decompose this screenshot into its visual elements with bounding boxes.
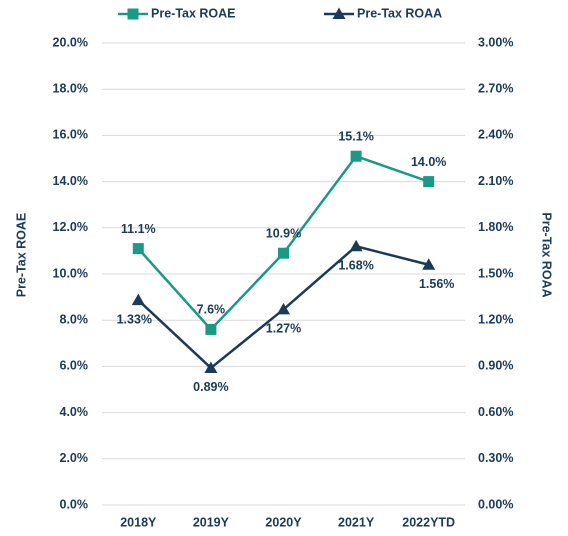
data-label: 0.89%	[193, 380, 228, 394]
marker	[423, 176, 435, 188]
y-tick-label: 4.0%	[60, 405, 89, 419]
marker	[332, 7, 346, 19]
data-label: 15.1%	[338, 129, 373, 143]
marker	[350, 150, 362, 162]
y2-tick-label: 2.10%	[478, 174, 513, 188]
y2-tick-label: 2.70%	[478, 81, 513, 95]
y-tick-label: 10.0%	[53, 266, 88, 280]
marker	[422, 258, 436, 270]
y2-tick-label: 1.50%	[478, 266, 513, 280]
marker	[349, 239, 363, 252]
data-label: 7.6%	[197, 303, 226, 317]
y2-tick-label: 1.80%	[478, 220, 513, 234]
marker	[204, 361, 218, 373]
y-tick-label: 6.0%	[60, 359, 89, 373]
y-tick-label: 18.0%	[53, 81, 88, 95]
y-tick-label: 2.0%	[60, 451, 89, 465]
data-label: 10.9%	[266, 227, 301, 241]
y2-tick-label: 0.30%	[478, 451, 513, 465]
data-label: 1.27%	[266, 322, 301, 336]
legend-label: Pre-Tax ROAA	[357, 6, 442, 20]
data-label: 1.56%	[419, 277, 454, 291]
marker	[277, 302, 290, 315]
marker	[127, 8, 139, 20]
x-tick-label: 2022YTD	[402, 515, 455, 529]
y-tick-label: 8.0%	[60, 312, 89, 326]
y2-tick-label: 0.60%	[478, 405, 513, 419]
y2-tick-label: 2.40%	[478, 128, 513, 142]
x-tick-label: 2021Y	[338, 515, 375, 529]
data-label: 1.33%	[117, 312, 152, 326]
x-tick-label: 2019Y	[193, 515, 230, 529]
data-label: 11.1%	[121, 222, 156, 236]
y2-tick-label: 0.90%	[478, 359, 513, 373]
x-tick-label: 2020Y	[265, 515, 302, 529]
y-tick-label: 12.0%	[53, 220, 88, 234]
data-label: 1.68%	[338, 259, 373, 273]
y2-axis-title: Pre-Tax ROAA	[540, 212, 554, 297]
y-tick-label: 0.0%	[60, 497, 89, 511]
legend-label: Pre-Tax ROAE	[151, 6, 236, 20]
x-tick-label: 2018Y	[120, 515, 157, 529]
y-tick-label: 20.0%	[53, 35, 88, 49]
data-label: 14.0%	[411, 155, 446, 169]
y-tick-label: 14.0%	[53, 174, 88, 188]
marker	[205, 323, 217, 335]
marker	[132, 243, 144, 255]
y2-tick-label: 0.00%	[478, 497, 513, 511]
y-tick-label: 16.0%	[53, 128, 88, 142]
marker	[278, 247, 289, 259]
y2-tick-label: 3.00%	[478, 35, 513, 49]
y-axis-title: Pre-Tax ROAE	[14, 213, 28, 298]
marker	[131, 293, 145, 306]
y2-tick-label: 1.20%	[478, 312, 513, 326]
